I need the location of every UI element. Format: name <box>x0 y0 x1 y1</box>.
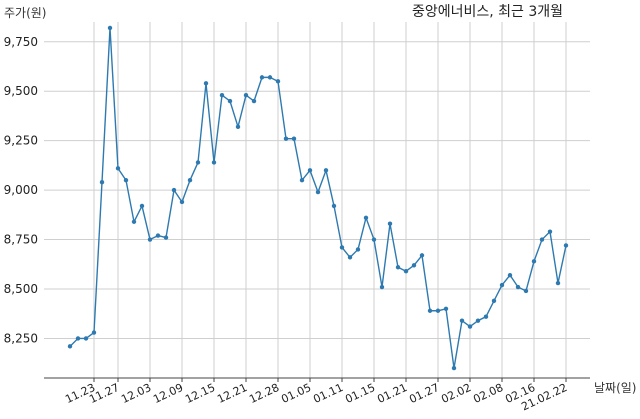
data-point <box>139 203 145 209</box>
data-point <box>227 98 233 104</box>
data-point <box>403 269 409 274</box>
x-tick-label: 01.05 <box>279 381 313 406</box>
data-point <box>291 136 297 141</box>
x-axis-ticks: 11.2311.2712.0312.0912.1512.2112.2801.05… <box>63 378 569 413</box>
data-point <box>235 124 241 130</box>
data-point <box>563 243 569 248</box>
data-point <box>379 284 385 290</box>
y-tick-label: 9,250 <box>4 134 38 148</box>
data-point <box>163 235 169 240</box>
y-tick-label: 9,500 <box>4 84 38 98</box>
data-point <box>211 160 217 165</box>
data-point <box>547 229 553 234</box>
series-line <box>69 27 567 369</box>
x-tick-label: 12.15 <box>183 381 217 406</box>
data-point <box>419 253 425 258</box>
data-point <box>395 265 401 270</box>
data-point <box>331 203 337 209</box>
data-point <box>475 318 481 323</box>
data-point <box>355 247 361 252</box>
data-point <box>507 272 513 278</box>
x-tick-label: 01.15 <box>343 381 377 406</box>
data-point <box>155 233 161 238</box>
data-point <box>299 178 305 183</box>
data-point <box>315 189 321 195</box>
data-point <box>83 336 89 341</box>
x-tick-label: 12.21 <box>215 381 249 406</box>
data-point <box>491 298 497 304</box>
data-point <box>259 75 265 80</box>
data-point <box>411 263 417 268</box>
data-point <box>187 178 193 183</box>
data-point <box>123 178 129 183</box>
grid <box>44 22 590 378</box>
y-axis-title: 주가(원) <box>4 6 46 20</box>
data-point <box>531 259 537 264</box>
data-point <box>91 330 97 335</box>
y-tick-label: 8,500 <box>4 282 38 296</box>
data-point <box>523 288 529 294</box>
x-tick-label: 01.27 <box>407 381 441 406</box>
y-tick-label: 8,750 <box>4 233 38 247</box>
x-tick-label: 01.21 <box>375 381 409 406</box>
data-point <box>131 219 137 224</box>
x-tick-label: 02.02 <box>439 381 473 406</box>
y-tick-label: 9,750 <box>4 35 38 49</box>
data-point <box>107 25 113 31</box>
data-point <box>371 237 377 242</box>
data-point <box>179 199 185 205</box>
data-point <box>275 79 281 84</box>
data-point <box>323 168 329 173</box>
data-point <box>75 336 81 341</box>
data-point <box>67 344 73 349</box>
x-tick-label: 01.11 <box>311 381 345 406</box>
data-point <box>203 81 209 86</box>
data-point <box>427 308 433 313</box>
data-point <box>459 318 465 323</box>
data-point <box>451 365 457 371</box>
x-tick-label: 02.08 <box>471 381 505 406</box>
data-point <box>243 92 249 98</box>
x-tick-label: 12.09 <box>151 381 185 406</box>
data-point <box>483 314 489 319</box>
data-point <box>283 136 289 141</box>
price-series <box>69 27 567 369</box>
data-point <box>99 180 105 185</box>
data-point <box>467 324 473 329</box>
data-point <box>171 187 177 193</box>
x-tick-label: 12.28 <box>247 381 281 406</box>
data-point <box>267 75 273 80</box>
x-axis-title: 날짜(일) <box>594 381 636 395</box>
data-point <box>499 282 505 288</box>
data-point <box>339 245 345 250</box>
data-point <box>115 166 121 171</box>
data-point <box>539 237 545 242</box>
x-tick-label: 12.03 <box>119 381 153 406</box>
data-point <box>307 168 313 173</box>
data-point <box>555 280 561 286</box>
data-point <box>195 160 201 165</box>
data-point <box>435 308 441 313</box>
y-axis-ticks: 8,250 8,500 8,750 9,000 9,250 9,500 9,750 <box>4 35 38 346</box>
chart-title: 중앙에너비스, 최근 3개월 <box>412 4 563 20</box>
data-point <box>147 237 153 242</box>
series-markers <box>67 25 569 371</box>
y-tick-label: 8,250 <box>4 331 38 345</box>
data-point <box>387 221 393 226</box>
y-tick-label: 9,000 <box>4 183 38 197</box>
data-point <box>347 255 353 260</box>
data-point <box>363 215 369 220</box>
data-point <box>219 92 225 98</box>
data-point <box>515 284 521 290</box>
data-point <box>443 306 449 311</box>
data-point <box>251 98 257 104</box>
